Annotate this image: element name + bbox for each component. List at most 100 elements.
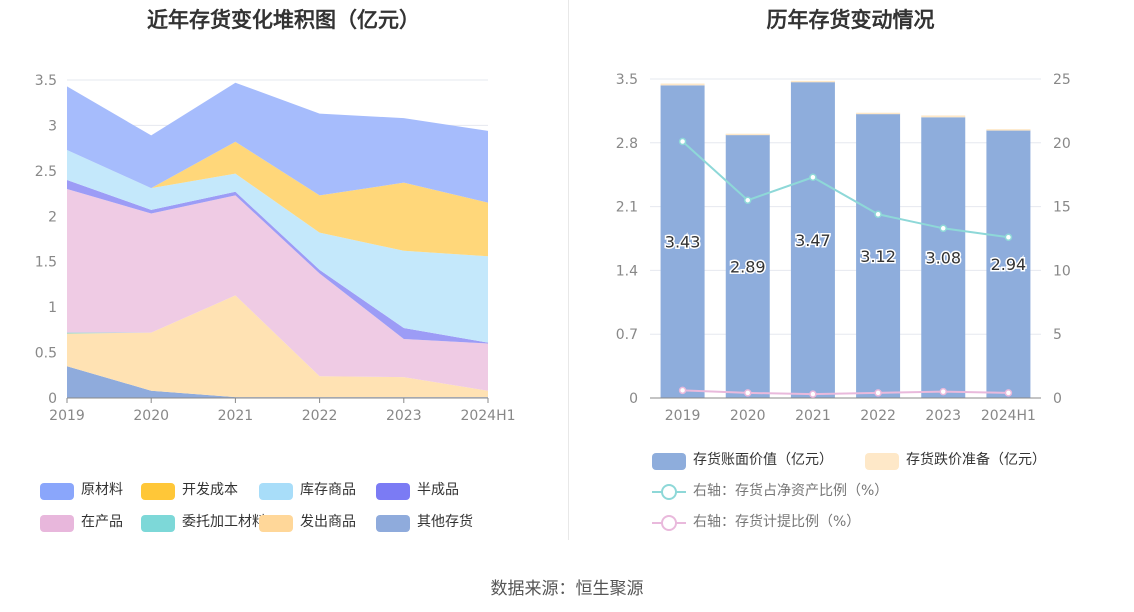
y-tick-label: 3.5 xyxy=(616,72,638,88)
area-半成品 xyxy=(67,179,488,344)
bar-data-label: 3.08 xyxy=(925,249,961,268)
x-tick-label: 2022 xyxy=(302,408,338,424)
legend-label: 其他存货 xyxy=(417,514,473,530)
y-tick-label: 3 xyxy=(48,118,57,134)
left-chart-title: 近年存货变化堆积图（亿元） xyxy=(147,8,420,32)
y2-tick-label: 10 xyxy=(1053,263,1071,279)
legend-swatch xyxy=(259,483,293,500)
legend-label: 存货账面价值（亿元） xyxy=(693,452,833,468)
legend-label: 右轴：存货计提比例（%） xyxy=(693,514,861,530)
line-point xyxy=(678,386,687,395)
data-source-note: 数据来源：恒生聚源 xyxy=(490,579,644,599)
x-tick-label: 2021 xyxy=(795,408,831,424)
y-tick-label: 0 xyxy=(629,391,638,407)
bar-book-value xyxy=(725,134,770,398)
legend-label: 委托加工材料 xyxy=(182,514,266,530)
y-tick-label: 1 xyxy=(48,300,57,316)
legend-swatch xyxy=(141,515,175,532)
legend-label: 库存商品 xyxy=(300,482,356,498)
line-point xyxy=(1004,233,1013,241)
y-tick-label: 1.5 xyxy=(35,255,57,271)
area-其他存货 xyxy=(67,366,488,398)
bar-data-label: 2.94 xyxy=(991,255,1027,274)
bar-impairment xyxy=(986,129,1031,131)
bar-book-value xyxy=(660,85,705,398)
bar-book-value xyxy=(921,117,966,398)
stacked-area-chart: 0 0.5 1 1.5 2 2.5 3 3.5 2019 2020 2021 2022 2023 2024… xyxy=(35,73,516,424)
x-tick-label: 2022 xyxy=(860,408,896,424)
x-tick-label: 2024H1 xyxy=(460,408,515,424)
y2-tick-label: 5 xyxy=(1053,327,1062,343)
line-inventory-to-net-assets xyxy=(681,140,1009,239)
x-tick-label: 2020 xyxy=(730,408,766,424)
line-provision-ratio xyxy=(682,389,1009,396)
legend-marker xyxy=(661,484,677,500)
legend-label: 开发成本 xyxy=(182,482,238,498)
bar-data-label: 3.43 xyxy=(665,233,701,252)
legend-swatch xyxy=(40,483,74,500)
area-原材料 xyxy=(67,82,488,203)
x-tick-label: 2021 xyxy=(218,408,254,424)
line-point xyxy=(939,224,947,233)
legend-swatch xyxy=(865,453,899,470)
line-point xyxy=(1004,389,1013,397)
y-tick-label: 2.1 xyxy=(616,200,638,216)
line-point xyxy=(744,389,752,397)
y-tick-label: 0.5 xyxy=(35,346,57,362)
y-tick-label: 1.4 xyxy=(616,263,638,279)
y-tick-label: 2.8 xyxy=(616,136,638,152)
area-库存商品 xyxy=(67,149,488,343)
area-发出商品 xyxy=(67,295,488,398)
line-point xyxy=(874,210,882,219)
legend-label: 发出商品 xyxy=(300,514,356,530)
bar-impairment xyxy=(856,112,901,115)
bar-impairment xyxy=(921,115,966,118)
legend-line-swatch xyxy=(652,515,686,531)
y2-tick-label: 0 xyxy=(1053,391,1062,407)
line-point xyxy=(939,387,947,396)
legend-swatch xyxy=(259,515,293,532)
panel-divider xyxy=(568,0,569,540)
x-tick-label: 2019 xyxy=(49,408,85,424)
bar-line-chart: 0 0.7 1.4 2.1 2.8 3.5 0 5 10 15 20 25 2019 2020 2021 20… xyxy=(616,72,1071,424)
bar-line-chart-panel: 历年存货变动情况 0 0.7 1.4 2.1 2.8 3.5 0 5 10 15 20 25 2019 2… xyxy=(567,0,1134,545)
right-chart-title: 历年存货变动情况 xyxy=(766,8,935,32)
area-开发成本 xyxy=(67,141,488,257)
stacked-area-chart-panel: 近年存货变化堆积图（亿元） 0 0.5 1 1.5 2 2.5 3 3.5 2019 2020 20… xyxy=(0,0,567,545)
line-point xyxy=(809,390,817,398)
y2-tick-label: 25 xyxy=(1053,72,1071,88)
legend-label: 右轴：存货占净资产比例（%） xyxy=(693,483,889,499)
line-point xyxy=(744,196,752,204)
bar-impairment xyxy=(725,133,770,136)
x-tick-label: 2023 xyxy=(925,408,961,424)
legend-label: 存货跌价准备（亿元） xyxy=(906,452,1046,468)
x-tick-label: 2020 xyxy=(133,408,169,424)
x-tick-label: 2023 xyxy=(386,408,422,424)
line-point xyxy=(874,389,882,397)
y-tick-label: 0.7 xyxy=(616,327,638,343)
line-point xyxy=(678,137,687,146)
y2-tick-label: 15 xyxy=(1053,200,1071,216)
legend-swatch xyxy=(40,515,74,532)
bar-book-value xyxy=(856,113,901,399)
bar-data-label: 2.89 xyxy=(730,257,766,276)
y-tick-label: 2.5 xyxy=(35,164,57,180)
x-tick-label: 2019 xyxy=(665,408,701,424)
bar-book-value xyxy=(790,81,835,398)
legend-swatch xyxy=(141,483,175,500)
bar-book-value xyxy=(986,130,1031,399)
y-tick-label: 0 xyxy=(48,391,57,407)
y-tick-label: 2 xyxy=(48,209,57,225)
bar-impairment xyxy=(660,83,705,86)
bar-data-label: 3.47 xyxy=(795,231,831,250)
legend-label: 半成品 xyxy=(417,482,459,498)
legend-label: 在产品 xyxy=(81,514,123,530)
legend-label: 原材料 xyxy=(81,482,123,498)
bar-data-label: 3.12 xyxy=(860,247,896,266)
area-在产品 xyxy=(67,189,488,391)
legend-swatch xyxy=(376,515,410,532)
bar-impairment xyxy=(790,80,835,83)
legend-swatch xyxy=(376,483,410,500)
legend-swatch xyxy=(652,453,686,470)
legend-marker xyxy=(661,515,677,531)
